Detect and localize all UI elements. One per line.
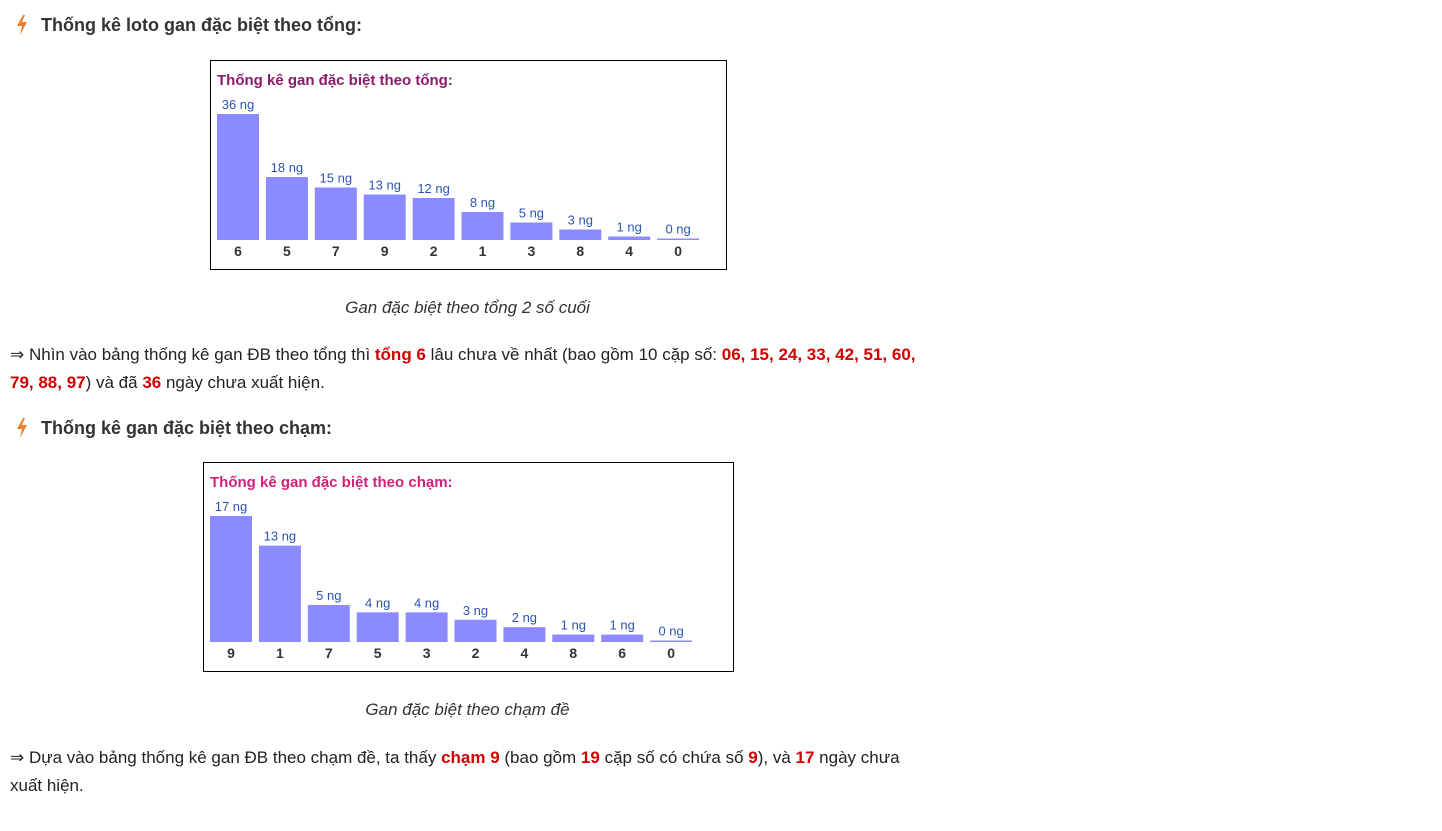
chart-cham-value-label: 4 ng [414,595,439,610]
chart-tong-value-label: 13 ng [368,178,401,193]
chart-tong-category-label: 9 [381,243,389,259]
chart-cham-value-label: 4 ng [365,595,390,610]
chart-tong-value-label: 15 ng [320,171,353,186]
chart-cham-bar-6 [601,634,644,642]
para2-highlight-days: 17 [795,748,815,767]
para2-text-2: (bao gồm [499,748,581,767]
chart-tong-category-label: 8 [576,243,584,259]
chart-cham-bar-7 [307,604,350,642]
chart-tong-category-label: 4 [625,243,633,259]
chart-tong-svg: Thống kê gan đặc biệt theo tổng: 36 ng 6 1… [217,72,700,259]
chart-cham-category-label: 7 [325,645,333,661]
chart-cham-category-label: 8 [569,645,577,661]
chart-cham-svg: Thống kê gan đặc biệt theo chạm: 17 ng 9 1… [210,474,693,661]
chart-tong-category-label: 1 [479,243,487,259]
para1-highlight-days: 36 [142,373,162,392]
chart-tong-value-label: 3 ng [568,213,593,228]
chart-cham-bar-0 [650,640,693,642]
chart-cham-value-label: 5 ng [316,588,341,603]
para1-text-2: lâu chưa về nhất (bao gồm 10 cặp số: [425,345,722,364]
chart-tong-bar-3 [510,222,553,240]
para2-text-1: ⇒ Dựa vào bảng thống kê gan ĐB theo chạm… [10,748,442,767]
chart-cham-bar-4 [503,627,546,642]
chart-cham-value-label: 3 ng [463,603,488,618]
chart-cham-value-label: 13 ng [264,529,297,544]
para1-text-4: ngày chưa xuất hiện. [161,373,325,392]
chart-cham-value-label: 17 ng [215,499,248,514]
chart-cham-category-label: 5 [374,645,382,661]
chart-tong-value-label: 5 ng [519,206,544,221]
section1-heading: Thống kê loto gan đặc biệt theo tổng: [14,14,362,36]
chart-cham-bar-2 [454,619,497,642]
lightning-bolt-icon [17,15,27,35]
chart-cham-value-label: 1 ng [561,618,586,633]
section2-paragraph: ⇒ Dựa vào bảng thống kê gan ĐB theo chạm… [10,744,935,800]
chart-tong-value-label: 36 ng [222,97,255,112]
section1-paragraph: ⇒ Nhìn vào bảng thống kê gan ĐB theo tổn… [10,341,935,397]
chart-tong-category-label: 2 [430,243,438,259]
chart-tong-bar-5 [265,177,308,240]
chart-tong-category-label: 3 [528,243,536,259]
chart-cham-value-label: 1 ng [610,618,635,633]
chart-tong-bar-6 [217,114,259,240]
chart-cham-bar-3 [405,612,448,642]
chart-cham-category-label: 6 [618,645,626,661]
chart-tong-bar-4 [608,236,651,240]
chart-tong-category-label: 5 [283,243,291,259]
chart-tong-bar-7 [314,187,357,240]
chart-tong-title: Thống kê gan đặc biệt theo tổng: [217,72,453,89]
chart-tong: Thống kê gan đặc biệt theo tổng: 36 ng 6 1… [210,60,727,270]
chart-tong-bar-0 [657,238,700,240]
chart-tong-value-label: 18 ng [271,160,304,175]
chart-cham-value-label: 0 ng [658,624,683,639]
para1-text-1: ⇒ Nhìn vào bảng thống kê gan ĐB theo tổn… [10,345,375,364]
chart-tong-category-label: 7 [332,243,340,259]
chart-cham-bar-1 [258,545,301,642]
section1-caption: Gan đặc biệt theo tổng 2 số cuối [345,298,590,317]
chart-cham-category-label: 2 [472,645,480,661]
chart-cham-bar-9 [210,516,252,642]
chart-cham-value-label: 2 ng [512,610,537,625]
chart-cham-title: Thống kê gan đặc biệt theo chạm: [210,474,453,491]
chart-cham-bar-5 [356,612,399,642]
para2-highlight-cham: chạm 9 [441,748,500,767]
chart-cham-category-label: 4 [521,645,529,661]
chart-tong-bar-8 [559,229,602,240]
chart-tong-value-label: 1 ng [617,220,642,235]
chart-tong-value-label: 12 ng [417,181,450,196]
chart-cham-category-label: 1 [276,645,284,661]
section1-heading-text: Thống kê loto gan đặc biệt theo tổng: [41,14,362,35]
chart-tong-category-label: 6 [234,243,242,259]
chart-cham-bar-8 [552,634,595,642]
para2-text-5: ngày chưa xuất hiện. [10,748,900,795]
chart-cham-category-label: 0 [667,645,675,661]
chart-tong-value-label: 8 ng [470,195,495,210]
para2-text-3: cặp số có chứa số [599,748,749,767]
chart-cham-category-label: 3 [423,645,431,661]
section2-heading: Thống kê gan đặc biệt theo chạm: [14,417,332,439]
para2-highlight-count: 19 [580,748,600,767]
chart-cham: Thống kê gan đặc biệt theo chạm: 17 ng 9 1… [203,462,734,672]
chart-tong-bar-1 [461,212,504,240]
chart-tong-bar-9 [363,194,406,240]
para2-text-4: ), và [757,748,796,767]
section2-heading-text: Thống kê gan đặc biệt theo chạm: [41,417,333,438]
chart-tong-bar-2 [412,198,455,240]
para1-text-3: ) và đã [85,373,143,392]
para2-highlight-digit: 9 [748,748,758,767]
chart-tong-category-label: 0 [674,243,682,259]
lightning-bolt-icon [17,418,27,438]
chart-cham-category-label: 9 [227,645,235,661]
para1-highlight-tong: tổng 6 [374,345,426,364]
para1-highlight-pairs: 06, 15, 24, 33, 42, 51, 60, 79, 88, 97 [10,345,916,392]
chart-tong-value-label: 0 ng [665,222,690,237]
section2-caption: Gan đặc biệt theo chạm đề [365,700,570,719]
